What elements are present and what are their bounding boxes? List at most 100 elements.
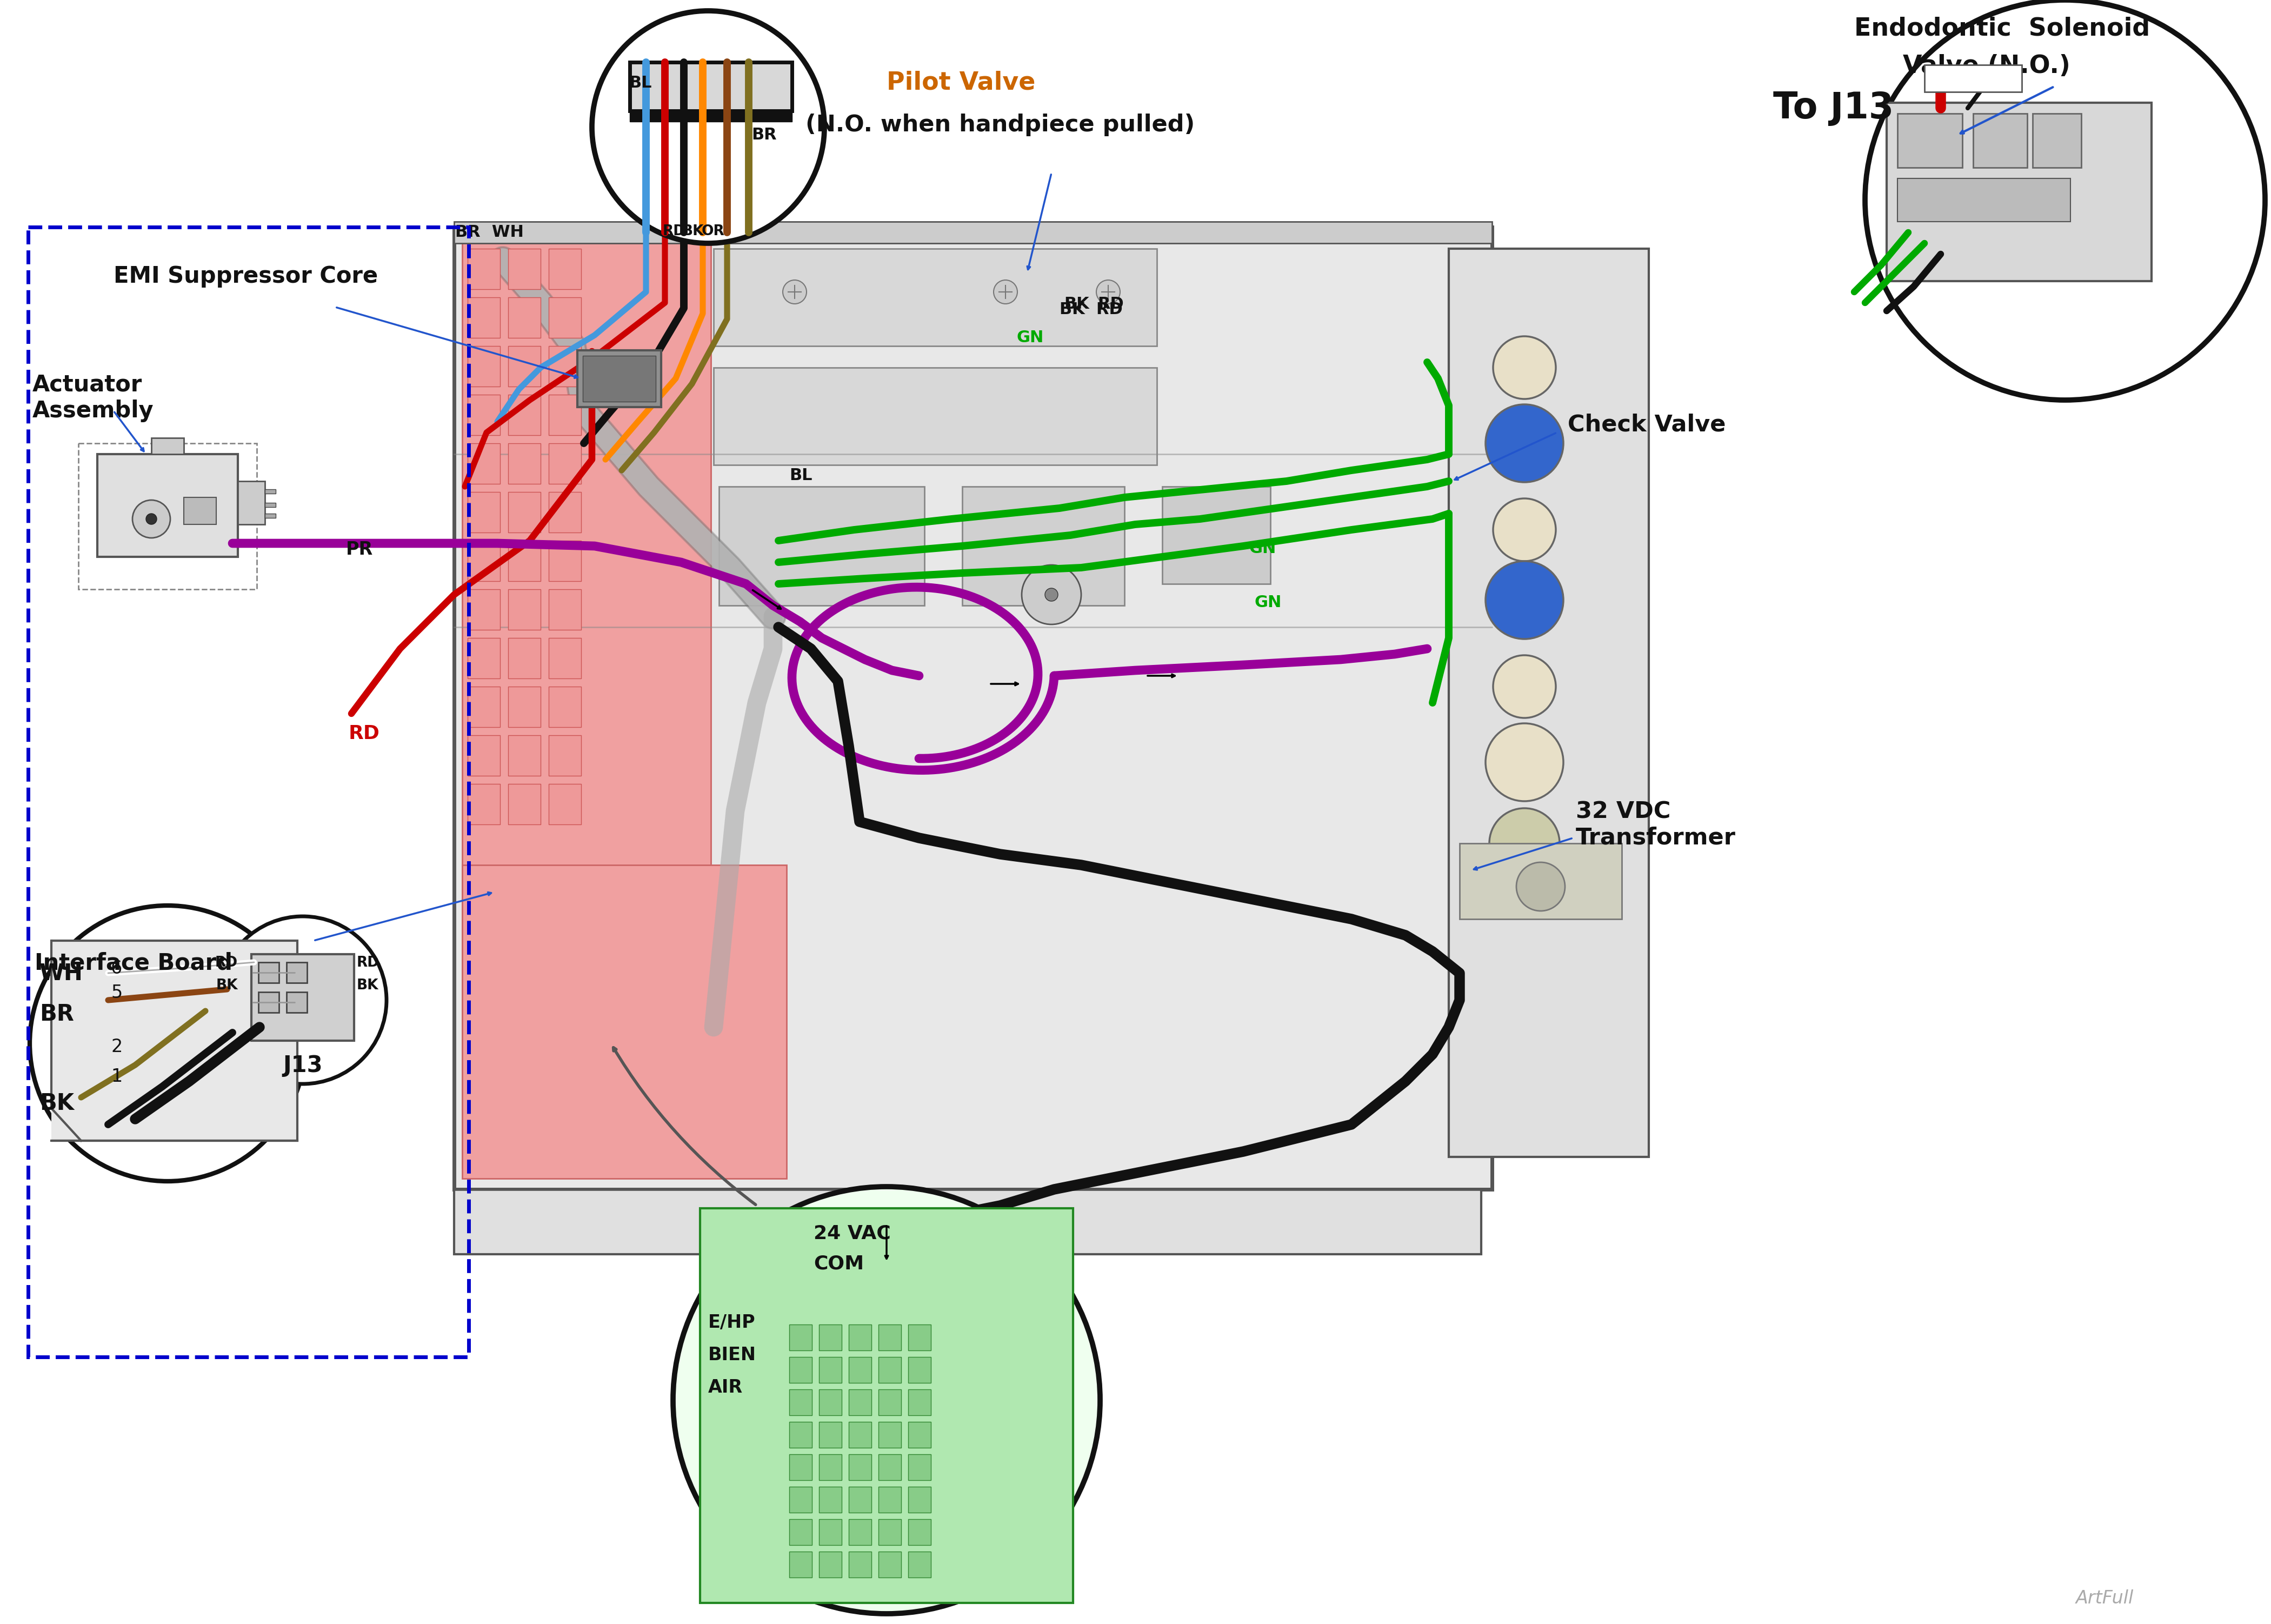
- Bar: [820, 1551, 843, 1577]
- Bar: [713, 367, 1156, 464]
- Circle shape: [995, 279, 1017, 304]
- Bar: [849, 1518, 872, 1544]
- Circle shape: [1492, 499, 1556, 562]
- Bar: [879, 1390, 902, 1416]
- Bar: [509, 687, 540, 728]
- Bar: [849, 1453, 872, 1479]
- Bar: [468, 638, 500, 679]
- Bar: [468, 492, 500, 533]
- Bar: [1163, 487, 1269, 585]
- Bar: [550, 248, 581, 289]
- Bar: [454, 227, 1492, 1189]
- Bar: [908, 1486, 931, 1512]
- Text: To J13: To J13: [1774, 91, 1894, 127]
- Circle shape: [1517, 862, 1565, 911]
- Bar: [879, 1551, 902, 1577]
- Bar: [468, 784, 500, 825]
- Bar: [790, 1390, 813, 1416]
- Bar: [849, 1325, 872, 1351]
- Bar: [849, 1551, 872, 1577]
- Bar: [790, 1421, 813, 1447]
- Bar: [849, 1358, 872, 1384]
- Bar: [468, 590, 500, 630]
- Circle shape: [1045, 588, 1058, 601]
- Bar: [98, 455, 238, 557]
- Bar: [184, 497, 216, 525]
- Circle shape: [1485, 723, 1562, 801]
- Text: Endodontic  Solenoid: Endodontic Solenoid: [1853, 16, 2151, 41]
- Bar: [468, 346, 500, 387]
- Bar: [790, 1453, 813, 1479]
- Text: Valve (N.O.): Valve (N.O.): [1903, 54, 2071, 78]
- Bar: [509, 492, 540, 533]
- Text: PR: PR: [345, 541, 372, 559]
- Bar: [1460, 843, 1621, 919]
- Text: Interface Board: Interface Board: [34, 952, 232, 974]
- Text: BL: BL: [629, 75, 652, 91]
- Bar: [468, 736, 500, 776]
- Text: BR  WH: BR WH: [454, 224, 525, 240]
- Bar: [908, 1551, 931, 1577]
- Bar: [790, 1486, 813, 1512]
- Bar: [79, 443, 257, 590]
- Bar: [584, 356, 656, 401]
- Text: Actuator
Assembly: Actuator Assembly: [32, 374, 154, 422]
- Bar: [468, 687, 500, 728]
- Bar: [908, 1390, 931, 1416]
- Text: BR: BR: [39, 1004, 75, 1025]
- Text: RD: RD: [357, 957, 379, 970]
- Bar: [454, 1189, 1481, 1254]
- Polygon shape: [52, 940, 298, 1140]
- Bar: [908, 1518, 931, 1544]
- Bar: [1899, 179, 2071, 221]
- Bar: [908, 1453, 931, 1479]
- Text: J13: J13: [284, 1054, 322, 1077]
- Text: Check Valve: Check Valve: [1567, 414, 1726, 437]
- Bar: [790, 1358, 813, 1384]
- Bar: [252, 955, 354, 1041]
- Text: 32 VDC
Transformer: 32 VDC Transformer: [1576, 801, 1735, 849]
- Circle shape: [1492, 654, 1556, 718]
- Bar: [509, 784, 540, 825]
- Text: BK: BK: [681, 224, 704, 239]
- Bar: [468, 297, 500, 338]
- Text: RD: RD: [350, 724, 379, 742]
- Bar: [1899, 114, 1962, 167]
- Circle shape: [1864, 0, 2264, 400]
- Bar: [720, 487, 924, 606]
- Bar: [1973, 114, 2028, 167]
- Bar: [879, 1486, 902, 1512]
- Text: 1: 1: [111, 1067, 123, 1085]
- Circle shape: [218, 916, 386, 1083]
- Bar: [820, 1358, 843, 1384]
- Bar: [849, 1390, 872, 1416]
- Text: BL: BL: [790, 468, 813, 484]
- Bar: [468, 443, 500, 484]
- Bar: [879, 1518, 902, 1544]
- Bar: [790, 1551, 813, 1577]
- Bar: [550, 638, 581, 679]
- Text: Pilot Valve: Pilot Valve: [886, 70, 1036, 94]
- Bar: [286, 963, 307, 983]
- Bar: [2033, 114, 2080, 167]
- Bar: [1887, 102, 2151, 281]
- Bar: [509, 443, 540, 484]
- Bar: [908, 1421, 931, 1447]
- Bar: [908, 1358, 931, 1384]
- Bar: [550, 395, 581, 435]
- Bar: [820, 1518, 843, 1544]
- Text: RD: RD: [663, 224, 686, 239]
- Bar: [908, 1325, 931, 1351]
- Bar: [820, 1453, 843, 1479]
- Bar: [849, 1421, 872, 1447]
- Circle shape: [1492, 336, 1556, 400]
- Text: 24 VAC: 24 VAC: [813, 1224, 890, 1242]
- Bar: [454, 221, 1492, 244]
- Bar: [550, 736, 581, 776]
- Circle shape: [783, 279, 806, 304]
- Text: RD: RD: [1097, 296, 1124, 312]
- Bar: [509, 248, 540, 289]
- Text: BK: BK: [216, 979, 238, 992]
- Bar: [509, 736, 540, 776]
- Bar: [152, 438, 184, 455]
